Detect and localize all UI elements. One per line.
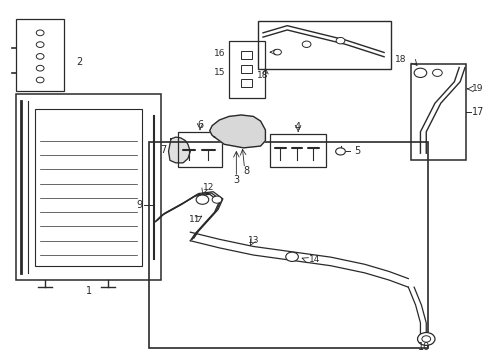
Text: 13: 13 bbox=[247, 236, 259, 245]
Circle shape bbox=[36, 30, 44, 36]
Bar bbox=[149, 143, 427, 348]
Text: 6: 6 bbox=[197, 120, 203, 130]
Circle shape bbox=[36, 77, 44, 83]
Circle shape bbox=[413, 68, 426, 77]
Bar bbox=[410, 64, 466, 160]
Bar bbox=[241, 79, 251, 87]
Bar bbox=[270, 134, 325, 167]
Polygon shape bbox=[168, 137, 190, 163]
Polygon shape bbox=[209, 115, 265, 148]
Bar bbox=[241, 51, 251, 59]
Text: 4: 4 bbox=[294, 122, 301, 132]
Bar bbox=[228, 41, 265, 98]
Circle shape bbox=[212, 196, 222, 203]
Circle shape bbox=[285, 252, 298, 261]
Text: 17: 17 bbox=[471, 107, 484, 117]
Text: 5: 5 bbox=[353, 147, 360, 157]
Circle shape bbox=[335, 148, 345, 155]
Bar bbox=[35, 109, 142, 266]
Circle shape bbox=[421, 336, 430, 342]
Text: 16: 16 bbox=[214, 49, 225, 58]
Text: 7: 7 bbox=[160, 145, 166, 155]
Text: 2: 2 bbox=[76, 57, 82, 67]
Text: 19: 19 bbox=[471, 84, 483, 93]
Bar bbox=[16, 94, 161, 280]
Circle shape bbox=[36, 42, 44, 48]
Text: 18: 18 bbox=[257, 71, 268, 80]
Text: 10: 10 bbox=[417, 342, 429, 352]
Bar bbox=[16, 19, 64, 91]
Text: 11: 11 bbox=[189, 215, 201, 224]
Text: 3: 3 bbox=[233, 175, 239, 185]
Circle shape bbox=[36, 54, 44, 59]
Text: 15: 15 bbox=[214, 68, 225, 77]
Circle shape bbox=[302, 41, 310, 48]
Bar bbox=[241, 65, 251, 73]
Circle shape bbox=[335, 37, 344, 44]
Bar bbox=[258, 21, 390, 69]
Circle shape bbox=[196, 195, 208, 204]
Text: 8: 8 bbox=[243, 166, 248, 176]
Circle shape bbox=[36, 65, 44, 71]
Bar bbox=[178, 132, 222, 167]
Text: 14: 14 bbox=[308, 255, 320, 264]
Text: 9: 9 bbox=[137, 200, 142, 210]
Text: 1: 1 bbox=[85, 286, 91, 296]
Circle shape bbox=[273, 49, 281, 55]
Text: 18: 18 bbox=[395, 55, 406, 64]
Text: 12: 12 bbox=[202, 183, 214, 192]
Circle shape bbox=[417, 333, 434, 345]
Circle shape bbox=[432, 69, 441, 76]
